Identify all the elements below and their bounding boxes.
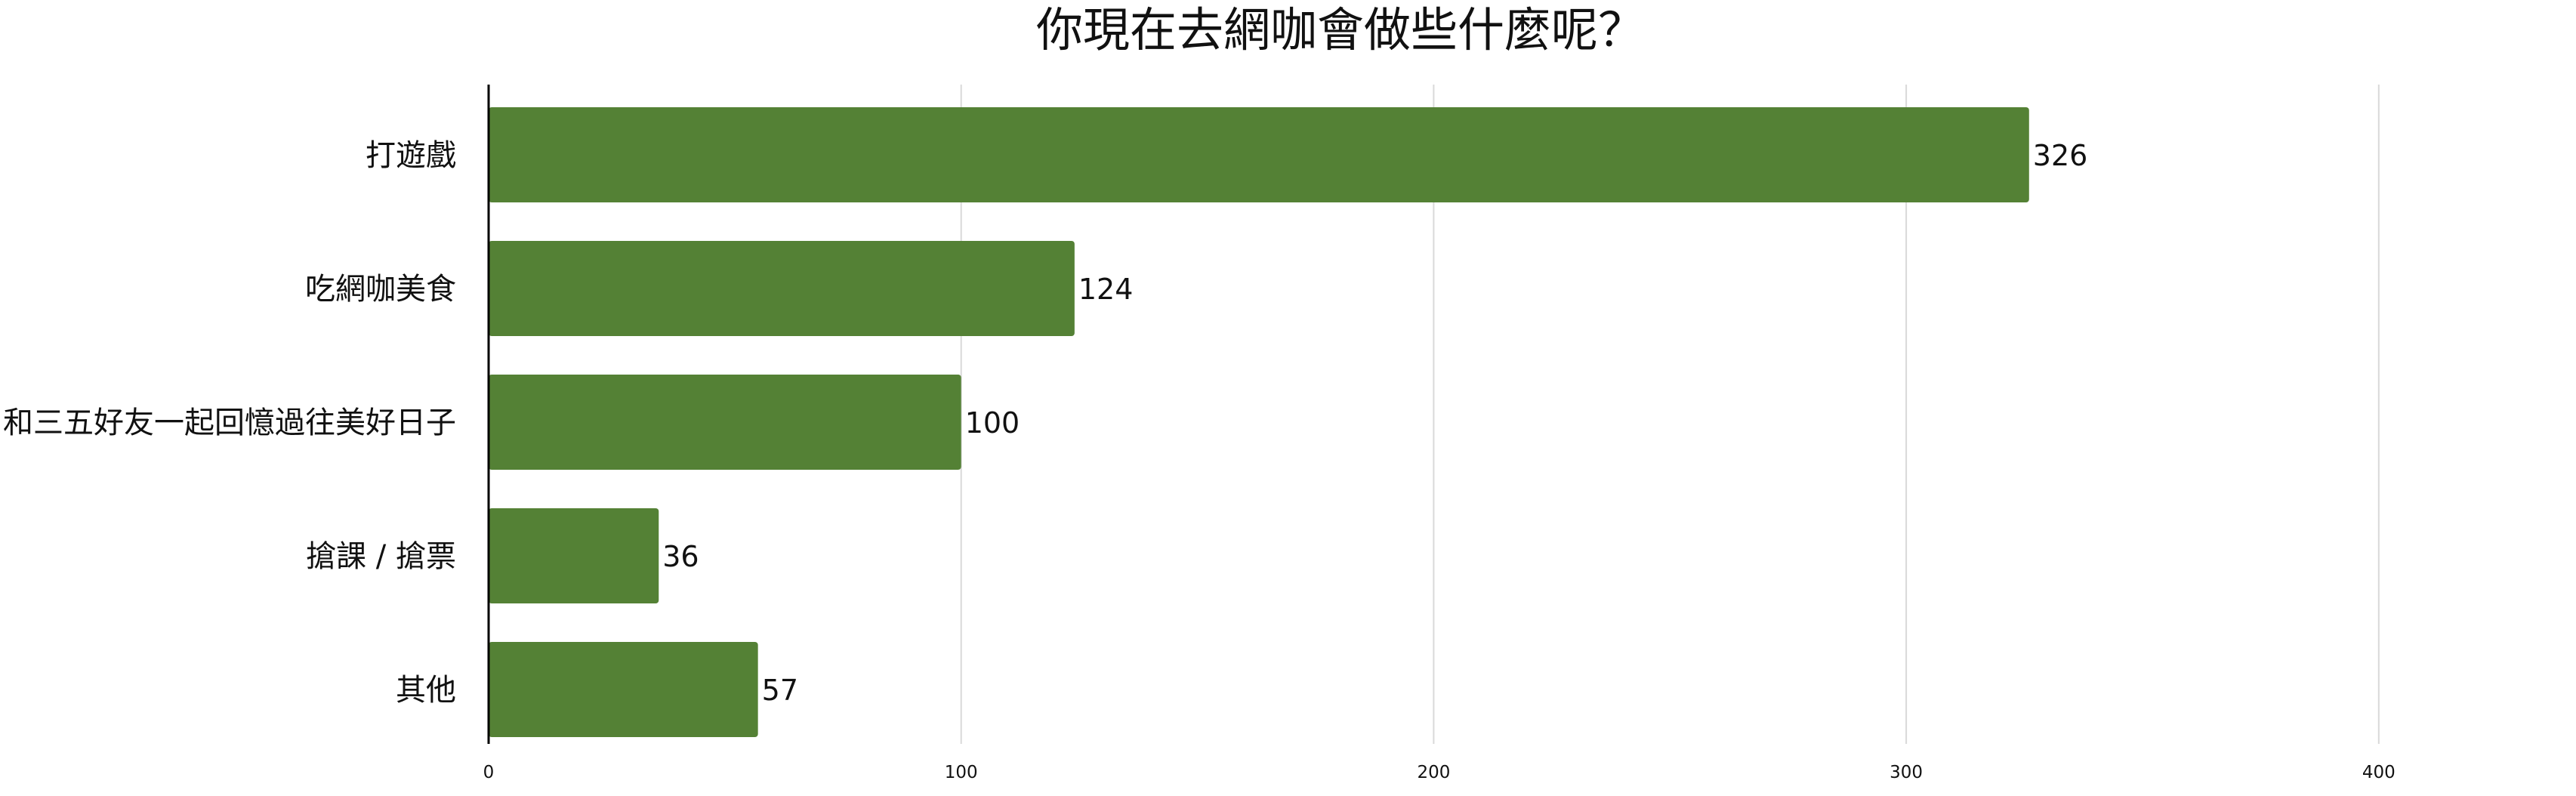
x-tick-label: 400 <box>2362 763 2396 782</box>
bar-value-label: 124 <box>1078 273 1134 306</box>
bar-value-label: 57 <box>762 674 798 707</box>
label-layer: 0 100 200 300 400 326 打遊戲 124 吃網咖美食 100 和三五好友一起回憶過… <box>3 138 2396 782</box>
bar-value-label: 326 <box>2033 139 2088 172</box>
x-tick-label: 0 <box>483 763 495 782</box>
bar-value-label: 36 <box>662 540 699 573</box>
bar <box>489 508 659 603</box>
x-tick-label: 200 <box>1417 763 1450 782</box>
bar-value-label: 100 <box>965 406 1020 440</box>
x-tick-label: 100 <box>945 763 978 782</box>
bar <box>489 375 961 470</box>
category-label: 打遊戲 <box>366 138 456 173</box>
bar <box>489 642 758 737</box>
x-tick-label: 300 <box>1890 763 1923 782</box>
bar <box>489 107 2029 202</box>
category-label: 和三五好友一起回憶過往美好日子 <box>3 406 456 440</box>
category-label: 吃網咖美食 <box>305 272 456 307</box>
bar-layer <box>489 107 2029 737</box>
category-label: 其他 <box>396 673 456 708</box>
bar <box>489 241 1075 336</box>
category-label: 搶課 / 搶票 <box>306 539 456 574</box>
chart-title: 你現在去網咖會做些什麼呢？ <box>1035 2 1645 57</box>
